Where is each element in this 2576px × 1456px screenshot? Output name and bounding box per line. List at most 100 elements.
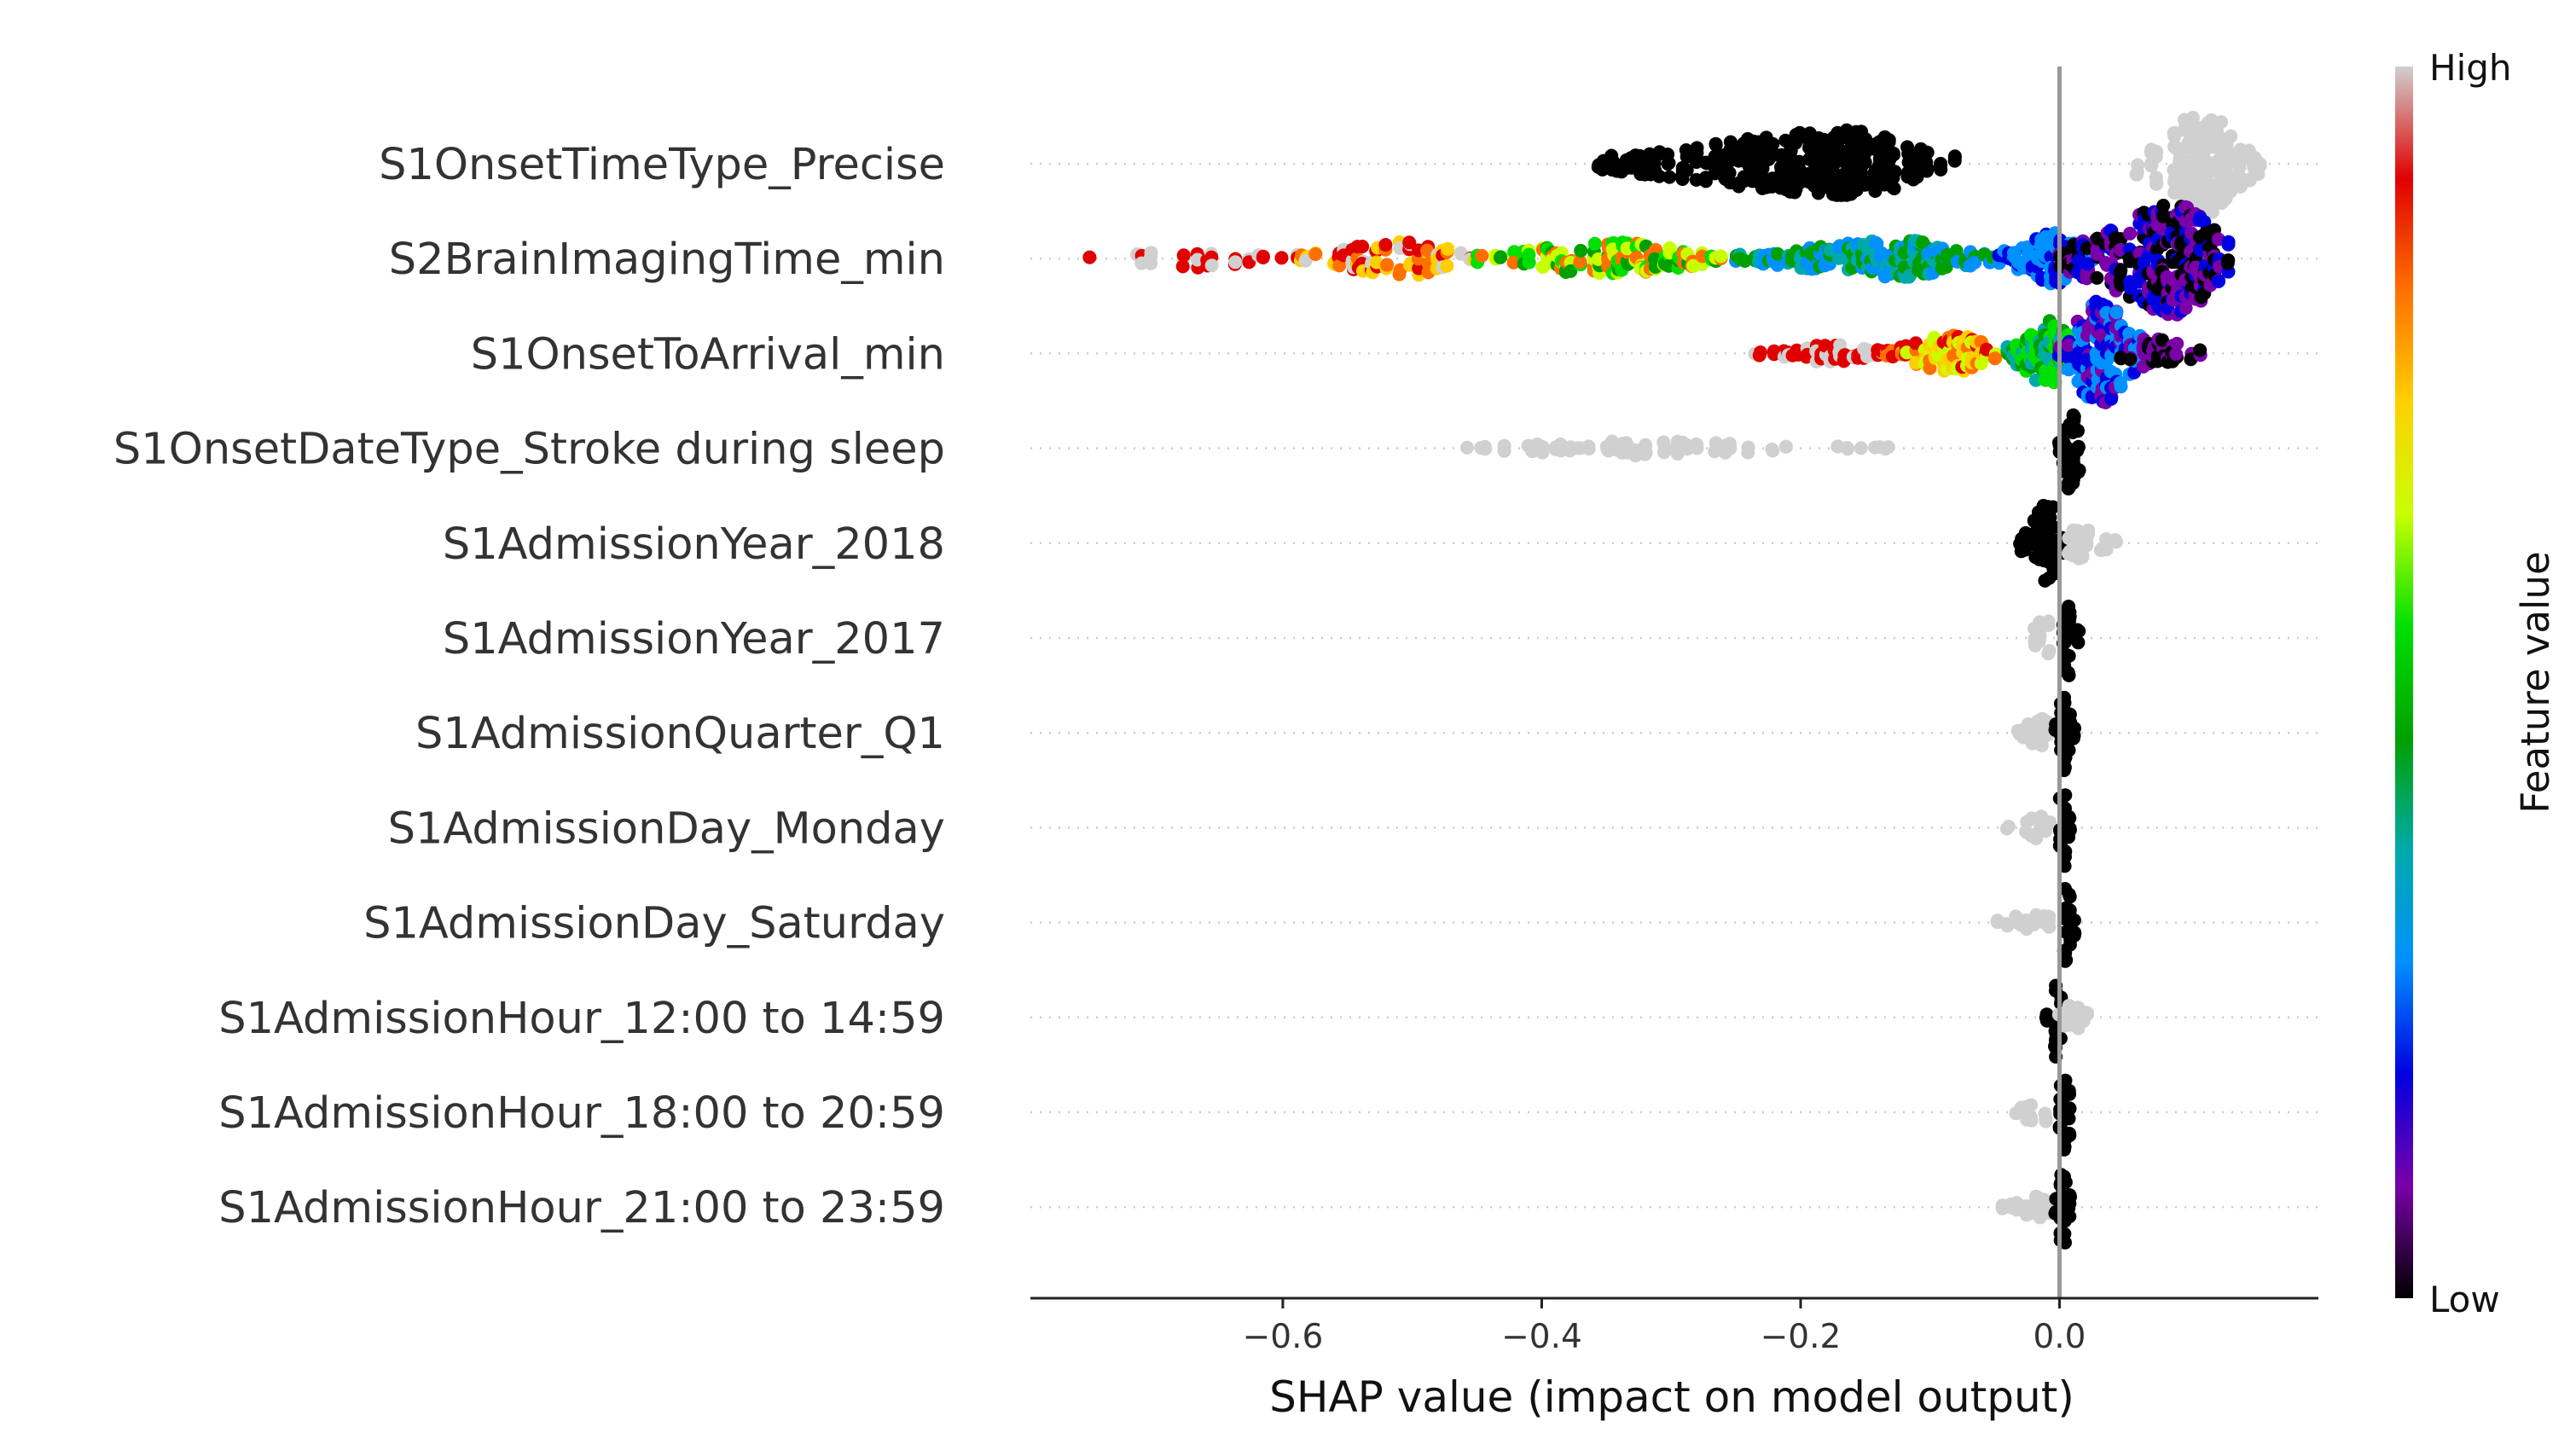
shap-point xyxy=(1522,247,1536,262)
shap-point xyxy=(2156,199,2171,212)
shap-point xyxy=(2071,439,2086,454)
shap-point xyxy=(2062,1111,2076,1126)
shap-point xyxy=(1144,250,1158,264)
shap-point xyxy=(2042,919,2057,934)
shap-point xyxy=(2063,613,2076,628)
shap-point xyxy=(2108,533,2122,547)
shap-point xyxy=(1840,441,1854,455)
shap-point xyxy=(1298,253,1313,268)
shap-point xyxy=(2071,635,2086,650)
shap-point xyxy=(1392,267,1407,281)
x-tick-label: 0.0 xyxy=(2033,1318,2086,1356)
shap-point xyxy=(2080,257,2095,271)
shap-point xyxy=(1460,440,1474,455)
shap-point xyxy=(2058,788,2073,803)
shap-point xyxy=(2113,375,2127,390)
shap-point xyxy=(2123,352,2138,367)
shap-point xyxy=(1934,162,1948,177)
feature-label: S1AdmissionYear_2017 xyxy=(443,614,945,664)
shap-point xyxy=(1497,438,1511,453)
shap-point xyxy=(1657,445,1671,460)
shap-point xyxy=(2039,1011,2053,1025)
shap-point xyxy=(2041,646,2056,660)
shap-point xyxy=(2063,811,2077,826)
shap-point xyxy=(2080,530,2094,544)
shap-point xyxy=(1764,149,1778,164)
shap-point xyxy=(1709,137,1723,152)
shap-point xyxy=(2150,144,2164,159)
shap-point xyxy=(2062,743,2076,757)
shap-point xyxy=(1999,821,2014,836)
shap-point xyxy=(1968,255,1982,270)
colorbar-high-label: High xyxy=(2429,47,2512,89)
shap-point xyxy=(1886,181,1900,194)
shap-point xyxy=(1854,441,1868,455)
shap-points xyxy=(1082,110,2267,1250)
shap-point xyxy=(2063,1127,2077,1140)
shap-point xyxy=(2080,1006,2094,1020)
shap-point xyxy=(2062,887,2076,902)
shap-point xyxy=(2017,536,2032,550)
feature-label: S1OnsetToArrival_min xyxy=(471,329,945,380)
shap-point xyxy=(1662,241,1677,255)
shap-point xyxy=(2032,635,2046,649)
shap-point xyxy=(2212,274,2225,288)
shap-point xyxy=(2131,158,2145,172)
shap-point xyxy=(2193,343,2208,357)
shap-point xyxy=(2058,1175,2073,1189)
feature-label: S1AdmissionHour_18:00 to 20:59 xyxy=(218,1088,945,1139)
shap-point xyxy=(1274,251,1289,265)
shap-point xyxy=(1478,442,1493,456)
shap-point xyxy=(2070,423,2085,438)
shap-point xyxy=(2150,176,2164,190)
shap-point xyxy=(1535,445,1550,460)
shap-point xyxy=(2062,1083,2076,1098)
shap-point xyxy=(2041,614,2056,629)
shap-point xyxy=(1723,437,1737,451)
shap-point xyxy=(2197,215,2212,229)
shap-point xyxy=(1881,440,1895,455)
shap-point xyxy=(1690,438,1704,452)
shap-point xyxy=(2062,363,2076,377)
colorbar-gradient xyxy=(2395,67,2413,1298)
shap-point xyxy=(1332,258,1347,273)
shap-point xyxy=(1369,255,1384,270)
shap-point xyxy=(2063,1190,2077,1204)
shap-point xyxy=(2155,333,2169,347)
shap-point xyxy=(2067,913,2081,927)
shap-point xyxy=(1886,171,1900,185)
shap-point xyxy=(1420,243,1435,258)
shap-point xyxy=(2075,550,2090,565)
shap-point xyxy=(1506,255,1521,270)
shap-point xyxy=(2038,1106,2052,1121)
shap-point xyxy=(2072,624,2086,638)
shap-point xyxy=(1741,440,1755,455)
shap-point xyxy=(2063,823,2077,838)
feature-label: S1AdmissionHour_21:00 to 23:59 xyxy=(218,1183,945,1233)
shap-point xyxy=(2045,500,2060,514)
shap-point xyxy=(2253,159,2267,173)
shap-point xyxy=(1639,438,1653,452)
shap-point xyxy=(2080,271,2094,286)
shap-point xyxy=(1355,240,1370,253)
shap-point xyxy=(2043,815,2057,830)
shap-point xyxy=(1947,149,1962,164)
shap-point xyxy=(1858,155,1872,170)
shap-point xyxy=(2221,235,2236,249)
shap-point xyxy=(2179,301,2193,316)
feature-label: S1AdmissionHour_12:00 to 14:59 xyxy=(218,994,945,1044)
shap-point xyxy=(2063,1209,2077,1224)
shap-point xyxy=(1920,145,1935,160)
shap-point xyxy=(1771,247,1785,261)
feature-label: S1AdmissionQuarter_Q1 xyxy=(415,709,945,759)
x-tick-label: −0.2 xyxy=(1761,1318,1842,1356)
shap-point xyxy=(2066,408,2080,422)
shap-point xyxy=(2062,649,2076,663)
shap-point xyxy=(2170,336,2184,351)
shap-point xyxy=(1722,165,1737,180)
shap-point xyxy=(1581,439,1596,454)
shap-point xyxy=(1661,148,1675,161)
shap-point xyxy=(1987,351,2002,366)
shap-point xyxy=(1765,442,1779,456)
